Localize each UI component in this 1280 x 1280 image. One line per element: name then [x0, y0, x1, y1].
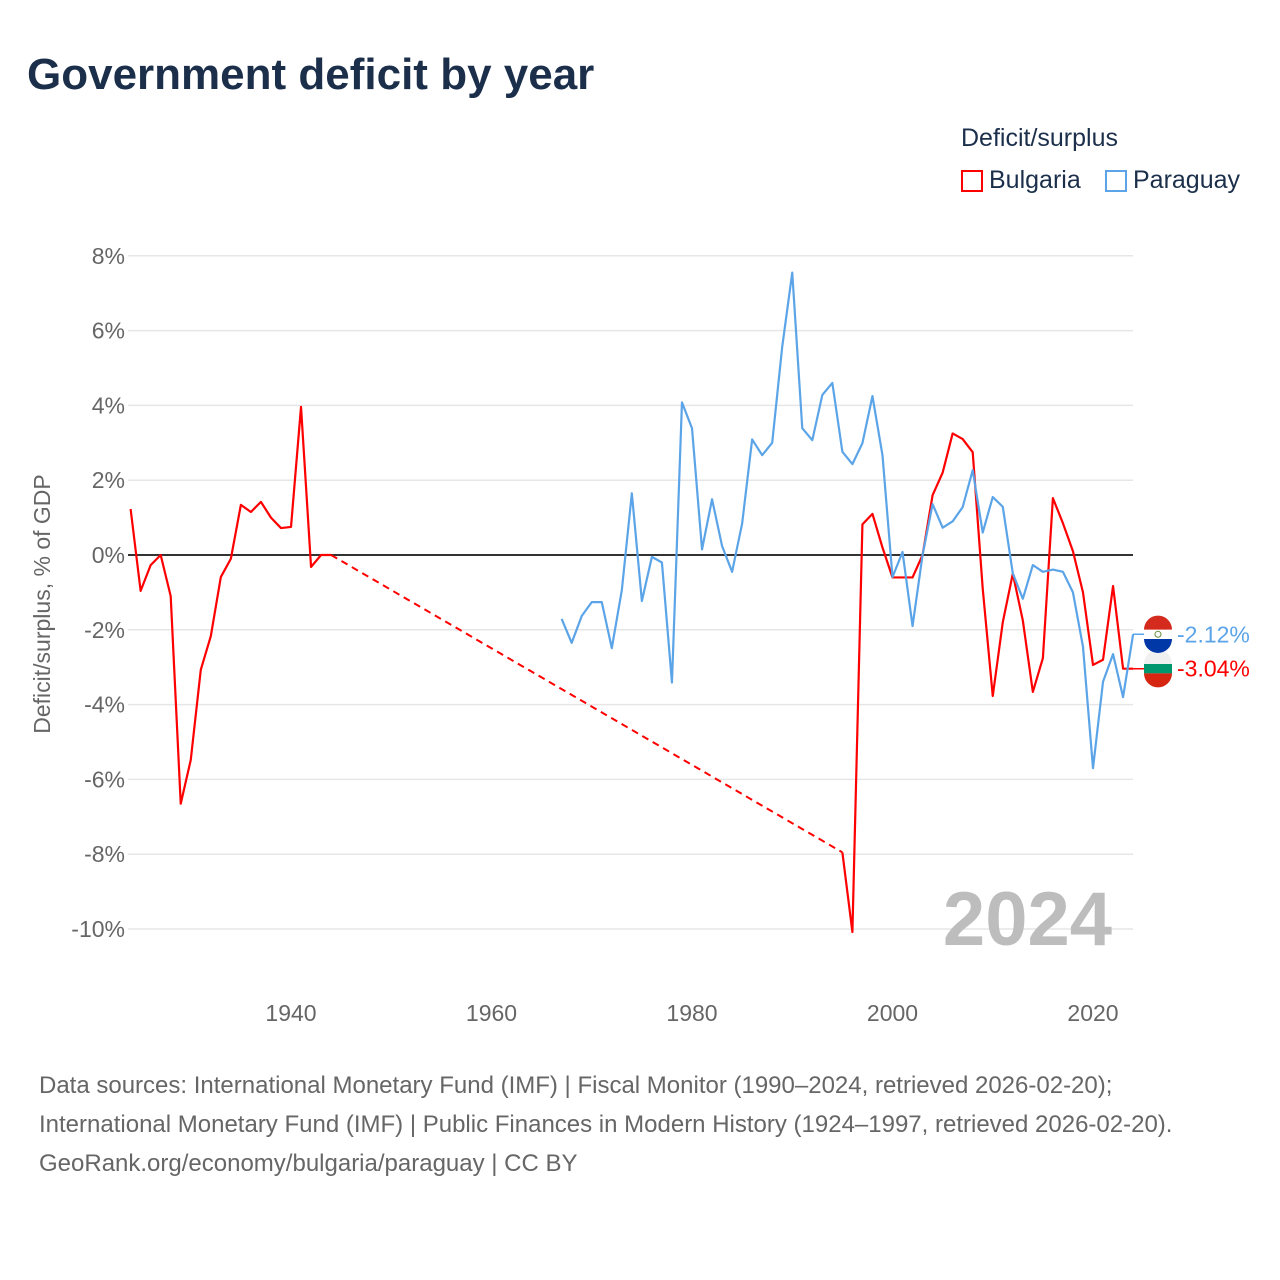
- bulgaria-end-label: -3.04%: [1177, 656, 1250, 682]
- flag-green: [1144, 663, 1172, 674]
- y-axis-label: Deficit/surplus, % of GDP: [29, 474, 55, 733]
- x-tick-label: 1980: [666, 1000, 717, 1026]
- data-sources: Data sources: International Monetary Fun…: [39, 1072, 1173, 1138]
- y-tick-label: -10%: [71, 916, 125, 942]
- bulgaria-line: [841, 432, 1134, 934]
- x-tick-label: 1960: [466, 1000, 517, 1026]
- credit-link[interactable]: GeoRank.org/economy/bulgaria/paraguay | …: [39, 1150, 578, 1177]
- flag-blue: [1144, 638, 1172, 653]
- flag-top: [1144, 649, 1172, 664]
- bulgaria-line: [129, 405, 332, 805]
- paraguay-end-label: -2.12%: [1177, 621, 1250, 647]
- y-tick-label: -4%: [84, 692, 125, 718]
- flag-emblem: [1154, 630, 1162, 638]
- chart-title: Government deficit by year: [27, 50, 595, 99]
- flag-red: [1144, 615, 1172, 630]
- bulgaria-gap-line: [330, 554, 843, 854]
- y-tick-label: 0%: [92, 542, 125, 568]
- legend-title: Deficit/surplus: [961, 124, 1118, 152]
- legend-swatch-paraguay: [1105, 169, 1127, 192]
- y-tick-label: 6%: [92, 318, 125, 344]
- legend-label: Paraguay: [1133, 166, 1241, 194]
- flag-red: [1144, 673, 1172, 688]
- x-tick-label: 1940: [265, 1000, 316, 1026]
- legend-item-paraguay[interactable]: Paraguay: [1105, 166, 1240, 195]
- x-tick-label: 2000: [867, 1000, 918, 1026]
- x-tick-label: 2020: [1067, 1000, 1118, 1026]
- y-tick-label: 8%: [92, 243, 125, 269]
- y-tick-label: 4%: [92, 392, 125, 418]
- bulgaria-flag-icon: [1144, 649, 1172, 688]
- y-tick-label: 2%: [92, 467, 125, 493]
- legend-item-bulgaria[interactable]: Bulgaria: [961, 166, 1081, 195]
- y-tick-label: -8%: [84, 841, 125, 867]
- footer: Data sources: International Monetary Fun…: [39, 1066, 1239, 1183]
- paraguay-flag-icon: [1144, 615, 1172, 653]
- y-tick-label: -2%: [84, 617, 125, 643]
- legend-label: Bulgaria: [989, 166, 1081, 194]
- legend-swatch-bulgaria: [961, 169, 983, 192]
- year-watermark: 2024: [943, 877, 1112, 962]
- paraguay-line: [560, 271, 1135, 770]
- y-tick-label: -6%: [84, 766, 125, 792]
